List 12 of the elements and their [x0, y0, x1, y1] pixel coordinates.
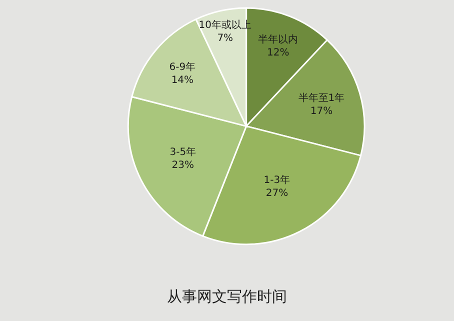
- slice-label: 6-9年: [169, 60, 196, 73]
- slice-label: 3-5年: [170, 146, 196, 158]
- slice-label: 半年以内: [258, 33, 298, 46]
- text: 从事网文写作时间: [167, 288, 287, 306]
- slice-label: 半年至1年: [298, 92, 345, 104]
- data-label: 27%: [266, 188, 288, 199]
- data-label: 17%: [310, 106, 333, 117]
- data-label: 23%: [172, 160, 194, 171]
- data-label: 7%: [217, 33, 234, 44]
- slice-label: 1-3年: [264, 174, 290, 186]
- data-label: 14%: [171, 74, 194, 86]
- data-label: 12%: [266, 47, 290, 58]
